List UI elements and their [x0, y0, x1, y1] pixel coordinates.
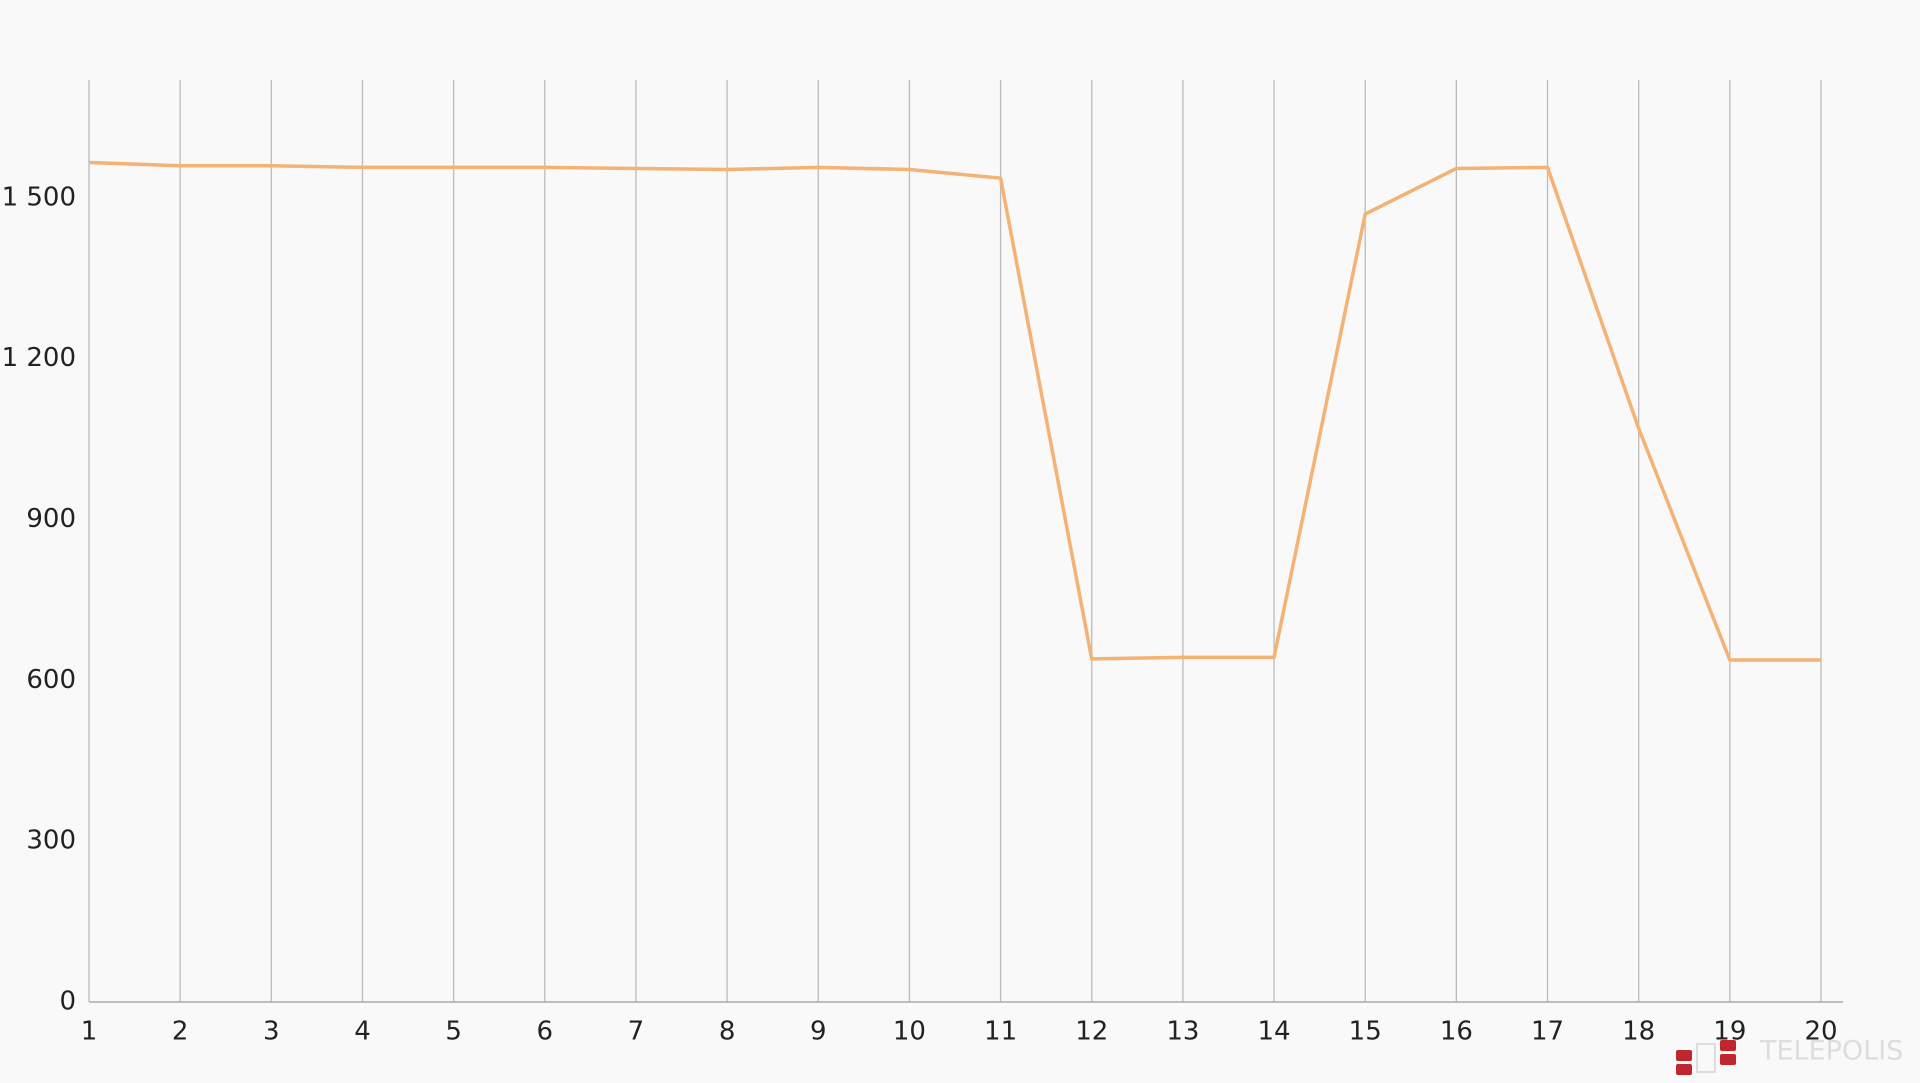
x-tick-label: 16: [1440, 1017, 1473, 1047]
x-tick-label: 4: [354, 1017, 371, 1047]
x-tick-label: 5: [445, 1017, 462, 1047]
data-line: [88, 160, 1821, 662]
watermark: TELEPOLIS: [1759, 1036, 1903, 1067]
x-tick-label: 11: [984, 1017, 1017, 1047]
x-tick-label: 14: [1258, 1017, 1291, 1047]
y-tick-label: 1 500: [2, 182, 76, 212]
y-tick-label: 1 200: [2, 343, 76, 373]
x-tick-label: 10: [893, 1017, 926, 1047]
x-tick-label: 6: [537, 1017, 554, 1047]
x-tick-label: 13: [1166, 1017, 1199, 1047]
y-tick-label: 900: [26, 504, 76, 534]
x-tick-label: 18: [1622, 1017, 1655, 1047]
y-tick-label: 600: [26, 665, 76, 695]
x-tick-label: 15: [1349, 1017, 1382, 1047]
logo: [1676, 1040, 1736, 1075]
x-tick-label: 9: [810, 1017, 827, 1047]
y-tick-label: 0: [59, 987, 76, 1017]
x-tick-label: 1: [81, 1017, 98, 1047]
x-tick-label: 17: [1531, 1017, 1564, 1047]
x-tick-label: 7: [628, 1017, 645, 1047]
x-tick-label: 20: [1804, 1017, 1837, 1047]
x-tick-label: 2: [172, 1017, 189, 1047]
x-tick-label: 12: [1075, 1017, 1108, 1047]
x-tick-label: 8: [719, 1017, 736, 1047]
x-tick-label: 3: [263, 1017, 280, 1047]
y-tick-label: 300: [26, 826, 76, 856]
